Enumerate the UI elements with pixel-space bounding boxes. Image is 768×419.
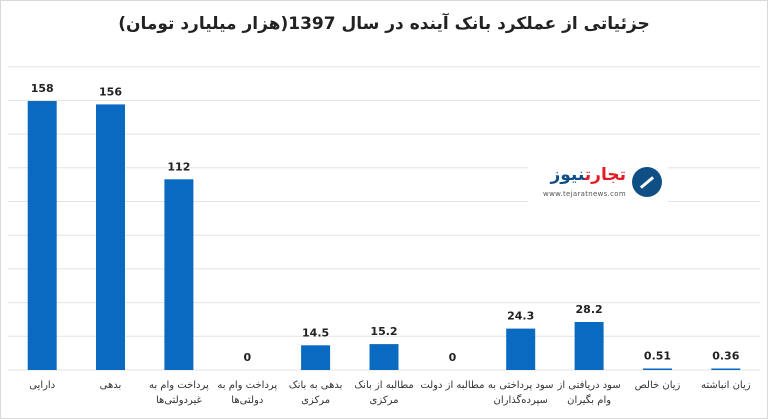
- tejaratnews-logo: تجارتنیوز www.tejaratnews.com: [528, 162, 668, 208]
- logo-name-part1: تجارت: [584, 165, 626, 185]
- category-label: مطالبه از دولت: [420, 380, 484, 391]
- bar: [711, 368, 741, 370]
- value-label: 0: [243, 351, 251, 364]
- value-labels-group: 158 156 112 0 14.5 15.2 0 24.3 28.2 0.51 0.36: [31, 82, 740, 364]
- logo-name-part2: نیوز: [550, 165, 585, 185]
- bar: [27, 101, 57, 370]
- bar: [96, 104, 125, 371]
- category-label: مطالبه از بانک مرکزی: [354, 380, 414, 406]
- value-label: 24.3: [507, 310, 534, 323]
- value-label: 156: [99, 85, 122, 98]
- bar: [164, 179, 194, 370]
- logo-mark-icon: [632, 167, 662, 197]
- value-label: 158: [31, 82, 54, 95]
- category-labels-group: دارایی بدهی پرداخت وام به غیردولتی‌ها پرداخت…: [29, 380, 751, 406]
- category-label: دارایی: [29, 380, 55, 391]
- category-label: بدهی به بانک مرکزی: [289, 380, 343, 406]
- category-label: زیان انباشته: [701, 380, 751, 391]
- logo-name: تجارتنیوز: [550, 165, 626, 185]
- category-label: بدهی: [100, 380, 122, 391]
- category-label: پرداخت وام به دولتی‌ها: [217, 380, 277, 406]
- bar: [369, 344, 399, 370]
- category-label: سود پرداختی به سپرده‌گذاران: [488, 380, 554, 406]
- value-label: 0.36: [712, 350, 739, 363]
- bar: [643, 368, 672, 370]
- bar: [506, 328, 536, 370]
- value-label: 14.5: [302, 326, 329, 339]
- value-label: 0.51: [644, 350, 671, 363]
- category-label: سود دریافتی از وام بگیران: [556, 380, 620, 406]
- bars-group: [27, 101, 741, 371]
- value-label: 112: [167, 160, 190, 173]
- logo-url: www.tejaratnews.com: [543, 190, 626, 198]
- category-label: پرداخت وام به غیردولتی‌ها: [149, 380, 209, 406]
- value-label: 28.2: [576, 303, 603, 316]
- chart-title: جزئیاتی از عملکرد بانک آینده در سال 1397…: [118, 14, 650, 34]
- value-label: 15.2: [370, 325, 397, 338]
- category-label: زیان خالص: [635, 380, 681, 391]
- bar: [574, 322, 604, 370]
- value-label: 0: [449, 351, 457, 364]
- bar: [301, 345, 331, 370]
